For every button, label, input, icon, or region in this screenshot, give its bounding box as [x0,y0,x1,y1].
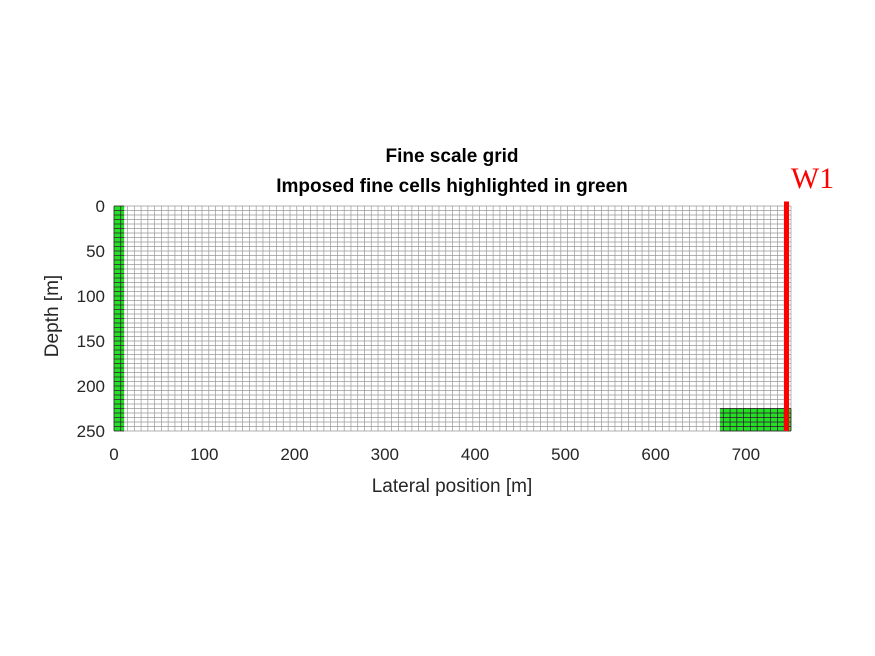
x-tick-label: 300 [371,445,399,464]
well: W1 [783,162,834,431]
x-tick-label: 0 [109,445,118,464]
x-tick-label: 600 [641,445,669,464]
y-tick-label: 150 [77,332,105,351]
y-tick-label: 250 [77,422,105,441]
chart-subtitle: Imposed fine cells highlighted in green [276,176,628,197]
well-trajectory [783,201,789,431]
highlighted-region-2 [719,408,791,431]
x-tick-label: 700 [732,445,760,464]
x-tick-label: 400 [461,445,489,464]
x-tick-label: 100 [190,445,218,464]
well-label: W1 [791,162,834,195]
y-tick-label: 0 [96,197,105,216]
x-axis-label: Lateral position [m] [372,476,533,497]
y-tick-label: 200 [77,377,105,396]
x-axis-ticks: 0 100 200 300 400 500 600 700 [109,445,760,464]
x-tick-label: 500 [551,445,579,464]
chart-title: Fine scale grid [385,146,518,167]
y-tick-label: 50 [86,242,105,261]
grid-lines [113,205,792,432]
y-axis-label: Depth [m] [42,275,63,357]
y-axis-ticks: 0 50 100 150 200 250 [77,197,105,441]
y-tick-label: 100 [77,287,105,306]
x-tick-label: 200 [280,445,308,464]
